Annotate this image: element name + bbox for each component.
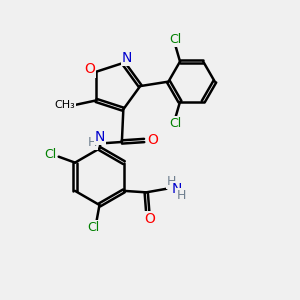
Text: Cl: Cl bbox=[169, 33, 181, 46]
Text: Cl: Cl bbox=[44, 148, 56, 161]
Text: CH₃: CH₃ bbox=[55, 100, 75, 110]
Text: N: N bbox=[122, 51, 132, 64]
Text: H: H bbox=[167, 175, 176, 188]
Text: Cl: Cl bbox=[169, 117, 182, 130]
Text: O: O bbox=[144, 212, 154, 226]
Text: N: N bbox=[95, 130, 105, 144]
Text: O: O bbox=[84, 62, 95, 76]
Text: O: O bbox=[147, 134, 158, 148]
Text: N: N bbox=[172, 182, 182, 196]
Text: H: H bbox=[88, 136, 97, 149]
Text: Cl: Cl bbox=[87, 221, 99, 234]
Text: H: H bbox=[177, 189, 187, 202]
